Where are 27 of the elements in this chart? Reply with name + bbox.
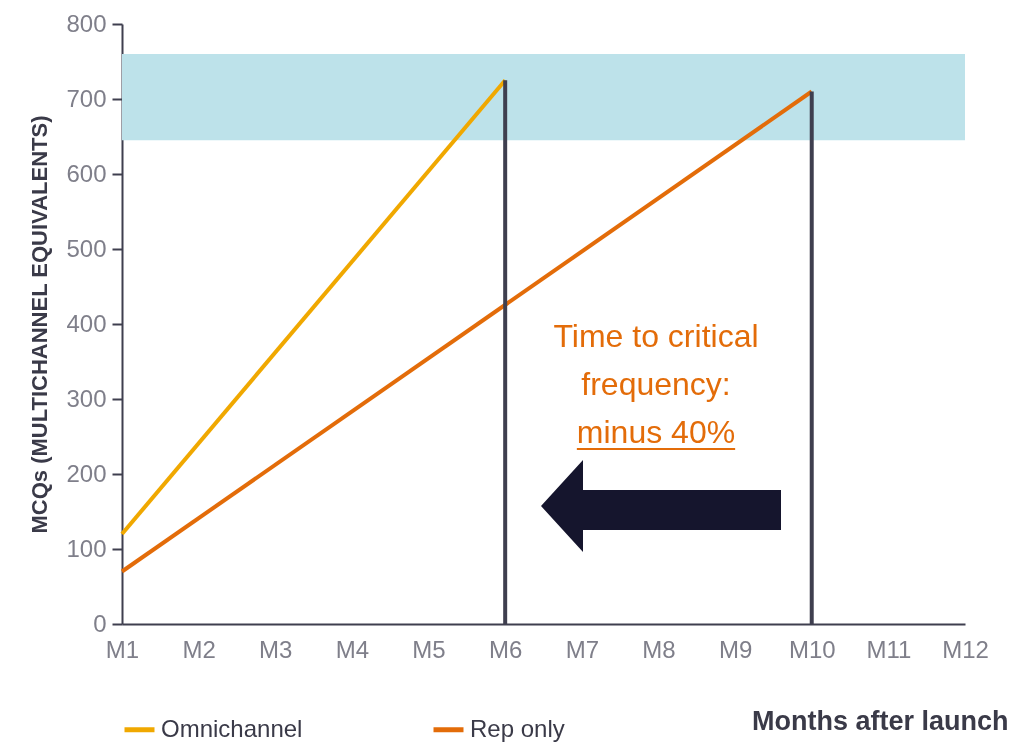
x-tick-label: M2 [182, 635, 216, 663]
y-tick-label: 500 [66, 234, 107, 262]
x-tick-label: M6 [489, 635, 523, 663]
x-tick-label: M1 [105, 635, 140, 663]
y-tick-label: 300 [66, 384, 107, 412]
x-tick-label: M12 [942, 635, 989, 663]
x-tick-label: M10 [788, 635, 836, 663]
legend-label: Omnichannel [161, 714, 303, 742]
y-tick-label: 800 [66, 9, 107, 37]
x-tick-label: M4 [335, 635, 370, 663]
y-tick-label: 700 [66, 84, 107, 112]
y-tick-label: 400 [66, 309, 107, 337]
y-axis-title: MCQs (MULTICHANNEL EQUIVALENTS) [27, 115, 53, 534]
x-tick-label: M11 [866, 635, 912, 663]
y-tick-label: 200 [66, 459, 107, 487]
x-tick-label: M7 [565, 635, 599, 663]
x-tick-label: M9 [718, 635, 753, 663]
y-tick-label: 100 [66, 534, 107, 562]
annotation: Time to critical frequency: [552, 317, 760, 404]
x-tick-label: M8 [642, 635, 676, 663]
x-tick-label: M5 [412, 635, 446, 663]
x-tick-label: M3 [259, 635, 293, 663]
x-axis-title: Months after launch [751, 705, 1009, 736]
y-tick-label: 0 [93, 609, 107, 637]
annotation: minus 40% [576, 414, 736, 450]
legend-label: Rep only [470, 714, 565, 742]
y-tick-label: 600 [66, 159, 107, 187]
